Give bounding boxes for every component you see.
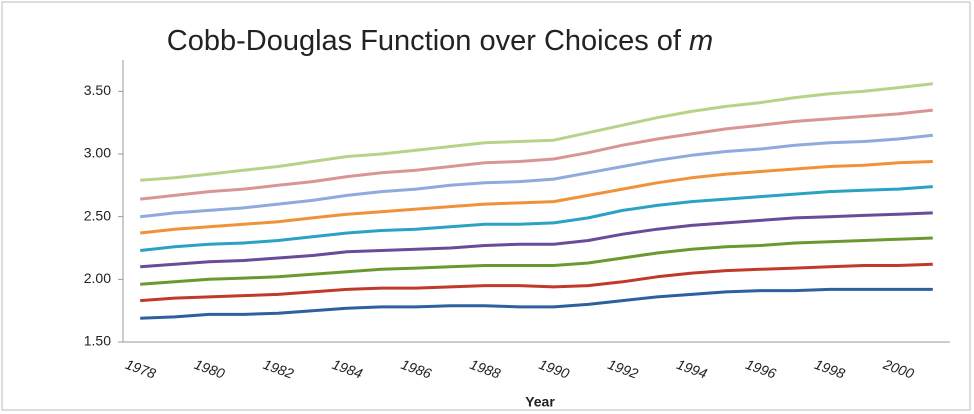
y-tick-label: 2.50 bbox=[84, 207, 111, 223]
x-axis-label: Year bbox=[525, 394, 555, 410]
y-tick-label: 3.50 bbox=[84, 82, 111, 98]
chart-title: Cobb-Douglas Function over Choices of m bbox=[167, 25, 713, 57]
y-tick-label: 2.00 bbox=[84, 270, 111, 286]
series-line bbox=[140, 133, 933, 219]
series-line bbox=[140, 287, 933, 320]
series-line bbox=[140, 108, 933, 201]
series-line bbox=[140, 211, 933, 269]
y-tick-label: 3.00 bbox=[84, 145, 111, 161]
series-line bbox=[140, 262, 933, 303]
series-line bbox=[140, 160, 933, 235]
series-line bbox=[140, 82, 933, 182]
y-tick-label: 1.50 bbox=[84, 333, 111, 349]
series-line bbox=[140, 185, 933, 252]
series-line bbox=[140, 236, 933, 286]
